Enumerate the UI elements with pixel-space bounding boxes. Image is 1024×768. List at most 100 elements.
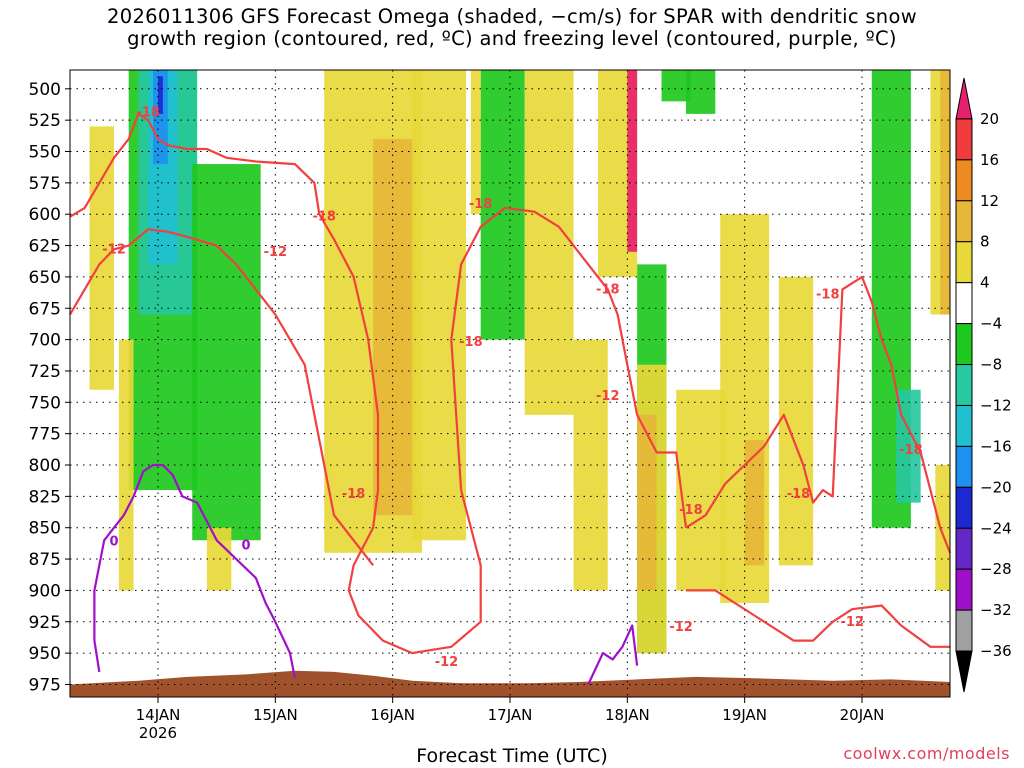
colorbar-segment-7 [955, 364, 973, 406]
colorbar-segment-1 [955, 118, 973, 161]
colorbar-segment-3 [955, 200, 973, 243]
contour-dgz-west-top [69, 112, 688, 655]
y-tick-label-850: 850 [29, 519, 61, 539]
x-tick-label-15JAN: 15JAN [253, 706, 298, 724]
colorbar-label-6: −8 [980, 356, 1002, 374]
contour-label-5: -18 [469, 197, 493, 212]
contour-dgz-west-bot [69, 228, 374, 566]
omega-region-green-126 [686, 70, 716, 114]
colorbar-segment-2 [955, 159, 973, 202]
x-tick-label-20JAN: 20JAN [840, 706, 885, 724]
y-tick-label-500: 500 [29, 80, 61, 100]
omega-region-green-86 [480, 70, 525, 340]
x-tick-sublabel-14JAN: 2026 [139, 724, 177, 742]
colorbar-label-5: −4 [980, 315, 1002, 333]
y-tick-label-575: 575 [29, 174, 61, 194]
y-tick-label-650: 650 [29, 268, 61, 288]
omega-region-yellow-94 [524, 70, 574, 415]
contour-label-1: -12 [102, 242, 126, 257]
x-tick-label-19JAN: 19JAN [722, 706, 767, 724]
omega-region-orange-178 [940, 70, 950, 315]
contour-freeze-east [587, 624, 639, 685]
chart-title-line-1: 2026011306 GFS Forecast Omega (shaded, −… [107, 5, 917, 28]
y-tick-label-775: 775 [29, 425, 61, 445]
y-tick-label-925: 925 [29, 613, 61, 633]
colorbar-segment-8 [955, 404, 973, 447]
omega-region-magenta-115 [627, 70, 638, 252]
y-tick-label-700: 700 [29, 331, 61, 351]
credit-link[interactable]: coolwx.com/models [843, 744, 1010, 763]
omega-shading [89, 70, 950, 654]
contour-label-16: 0 [109, 535, 118, 550]
y-tick-label-950: 950 [29, 644, 61, 664]
colorbar-label-7: −12 [980, 396, 1012, 414]
y-tick-label-550: 550 [29, 143, 61, 163]
colorbar-label-0: 20 [980, 110, 999, 128]
omega-region-green-mid [192, 164, 261, 541]
x-tick-label-17JAN: 17JAN [488, 706, 533, 724]
omega-region-orange-116 [637, 414, 657, 591]
omega-region-orange-63 [373, 138, 418, 516]
omega-region-blue-dark [158, 76, 163, 114]
contour-label-4: -18 [342, 487, 366, 502]
y-tick-label-750: 750 [29, 393, 61, 413]
contour-label-7: -12 [435, 655, 459, 670]
colorbar-label-4: 4 [980, 274, 990, 292]
colorbar-segment-13 [955, 609, 973, 652]
y-tick-label-975: 975 [29, 675, 61, 695]
omega-region-yellow-10 [118, 339, 134, 591]
contour-dgz-east-top [685, 275, 952, 554]
y-axis: 500 525 550 575 600 625 650 675 700 725 750 775 800 8… [29, 80, 70, 695]
y-tick-label-675: 675 [29, 299, 61, 319]
contour-labels: -18 -12 -12 -18 -18 -18 -18 -12 -18 -12 -18 -12 -18 -… [102, 106, 923, 670]
omega-region-yellow-82 [470, 70, 481, 215]
contour-label-17: 0 [241, 538, 250, 553]
colorbar-label-12: −32 [980, 601, 1012, 619]
colorbar-segment-9 [955, 445, 973, 488]
contour-label-14: -12 [840, 615, 864, 630]
x-tick-label-14JAN: 14JAN [136, 706, 181, 724]
terrain-layer [70, 670, 950, 697]
contour-label-8: -18 [596, 282, 620, 297]
y-tick-label-725: 725 [29, 362, 61, 382]
y-tick-label-525: 525 [29, 111, 61, 131]
omega-region-blue-core [153, 70, 168, 165]
colorbar-segment-4 [955, 241, 973, 284]
colorbar: 20 16 12 8 4 −4 −8 −12 −16 −20 −24 −28 −32 −36 [955, 77, 1012, 693]
y-tick-label-625: 625 [29, 237, 61, 257]
colorbar-segment-11 [955, 527, 973, 570]
contour-label-13: -18 [816, 287, 840, 302]
colorbar-segment-12 [955, 568, 973, 611]
grid-lines [70, 70, 950, 697]
y-tick-label-825: 825 [29, 487, 61, 507]
x-tick-label-16JAN: 16JAN [370, 706, 415, 724]
chart-title-line-2: growth region (contoured, red, ºC) and f… [127, 27, 897, 50]
contour-freeze-west [93, 463, 296, 679]
chart-title: 2026011306 GFS Forecast Omega (shaded, −… [0, 6, 1024, 50]
omega-region-yellow-125 [676, 389, 726, 591]
omega-region-yellow-70 [412, 70, 466, 541]
colorbar-segment-6 [955, 323, 973, 366]
x-tick-label-18JAN: 18JAN [605, 706, 650, 724]
y-tick-label-900: 900 [29, 581, 61, 601]
contour-label-2: -12 [264, 245, 288, 260]
y-tick-label-875: 875 [29, 550, 61, 570]
colorbar-label-13: −36 [980, 642, 1012, 660]
y-tick-label-600: 600 [29, 205, 61, 225]
omega-region-yellow-west [89, 126, 114, 390]
contour-label-3: -18 [312, 210, 336, 225]
omega-region-yellow-28 [206, 527, 232, 591]
contour-label-6: -18 [459, 335, 483, 350]
omega-region-orange-140 [744, 439, 765, 566]
colorbar-bottom-arrow [955, 650, 973, 693]
colorbar-label-3: 8 [980, 233, 990, 251]
contour-label-12: -18 [787, 487, 811, 502]
omega-region-yellow-178b [935, 465, 950, 591]
colorbar-segment-10 [955, 486, 973, 529]
colorbar-segment-5 [955, 282, 973, 325]
colorbar-label-10: −24 [980, 519, 1012, 537]
contour-label-15: -18 [899, 443, 923, 458]
terrain-fill [70, 670, 950, 697]
